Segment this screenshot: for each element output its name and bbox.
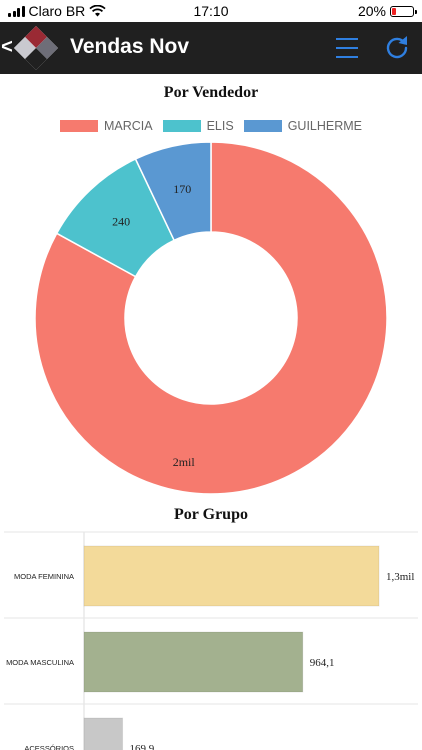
legend-label: MARCIA — [103, 119, 153, 133]
bar-1[interactable] — [83, 631, 304, 693]
legend-item[interactable]: GUILHERME — [243, 119, 363, 133]
bar-category-label: ACESSÓRIOS — [24, 744, 74, 750]
carrier-name: Claro BR — [28, 3, 86, 19]
menu-icon[interactable] — [336, 36, 358, 60]
legend-label: GUILHERME — [287, 119, 363, 133]
legend-swatch — [162, 120, 201, 132]
battery-percent: 20% — [357, 3, 386, 19]
bar-chart: MODA FEMININA 1,3mil MODA MASCULINA 964,1 AC… — [4, 531, 418, 750]
status-time: 17:10 — [193, 3, 229, 19]
status-right: 20% — [357, 3, 417, 19]
battery-icon — [390, 5, 417, 17]
legend-item[interactable]: ELIS — [162, 119, 234, 133]
wifi-icon — [89, 5, 106, 17]
bar-0[interactable] — [83, 545, 380, 607]
legend-swatch — [243, 120, 282, 132]
bar-value-label: 1,3mil — [386, 571, 414, 583]
page-title: Vendas Nov — [70, 35, 190, 58]
donut-label: 170 — [173, 182, 191, 196]
chart-title-vendedor: Por Vendedor — [163, 84, 259, 101]
donut-slice-guilherme[interactable] — [134, 141, 212, 242]
app-logo-icon — [14, 26, 58, 70]
donut-label: 240 — [112, 214, 130, 228]
chart-legend: MARCIA ELIS GUILHERME — [0, 119, 422, 133]
signal-strength-icon — [8, 5, 25, 17]
legend-label: ELIS — [206, 119, 234, 133]
refresh-icon[interactable] — [384, 34, 410, 60]
app-header: < Vendas Nov — [0, 22, 422, 74]
status-left: Claro BR — [8, 3, 106, 19]
battery-level — [392, 7, 396, 15]
donut-chart: 2mil 240 170 — [34, 141, 388, 495]
donut-label: 2mil — [173, 455, 196, 469]
bar-category-label: MODA MASCULINA — [6, 658, 74, 667]
legend-swatch — [59, 120, 98, 132]
bar-value-label: 169,9 — [130, 743, 155, 750]
legend-item[interactable]: MARCIA — [59, 119, 153, 133]
status-bar: Claro BR 17:10 20% — [0, 0, 422, 22]
bar-value-label: 964,1 — [310, 657, 335, 669]
chart-title-grupo: Por Grupo — [174, 506, 248, 523]
back-button[interactable]: < — [1, 36, 13, 58]
bar-2[interactable] — [83, 717, 124, 750]
bar-category-label: MODA FEMININA — [14, 572, 74, 581]
donut-slice-marcia[interactable] — [34, 141, 388, 495]
